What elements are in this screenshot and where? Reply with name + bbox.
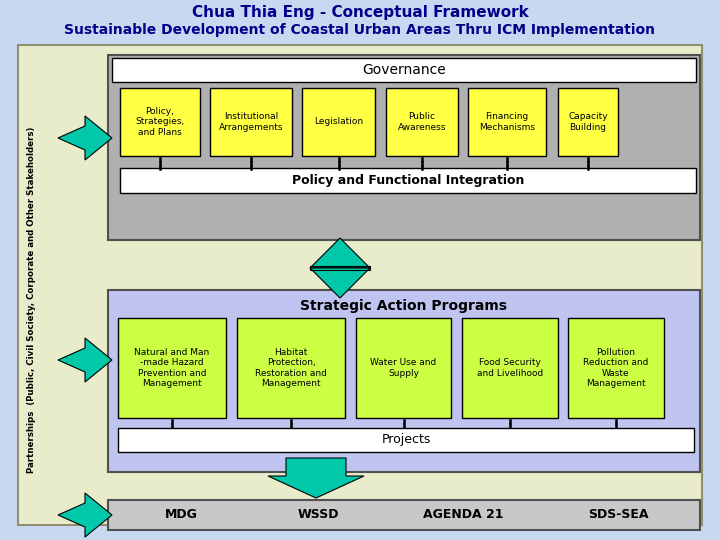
Text: SDS-SEA: SDS-SEA <box>588 509 649 522</box>
Polygon shape <box>58 116 112 160</box>
Text: Projects: Projects <box>382 434 431 447</box>
FancyBboxPatch shape <box>108 290 700 472</box>
Text: Chua Thia Eng - Conceptual Framework: Chua Thia Eng - Conceptual Framework <box>192 5 528 21</box>
Polygon shape <box>58 338 112 382</box>
Text: Habitat
Protection,
Restoration and
Management: Habitat Protection, Restoration and Mana… <box>255 348 327 388</box>
FancyBboxPatch shape <box>108 55 700 240</box>
FancyBboxPatch shape <box>468 88 546 156</box>
Text: Natural and Man
-made Hazard
Prevention and
Management: Natural and Man -made Hazard Prevention … <box>135 348 210 388</box>
Text: Legislation: Legislation <box>314 118 363 126</box>
Text: Policy and Functional Integration: Policy and Functional Integration <box>292 174 524 187</box>
Text: Financing
Mechanisms: Financing Mechanisms <box>479 112 535 132</box>
FancyBboxPatch shape <box>237 318 345 418</box>
FancyBboxPatch shape <box>210 88 292 156</box>
Text: MDG: MDG <box>165 509 197 522</box>
Polygon shape <box>268 458 364 498</box>
FancyBboxPatch shape <box>462 318 558 418</box>
FancyBboxPatch shape <box>558 88 618 156</box>
Polygon shape <box>310 238 370 268</box>
Text: Capacity
Building: Capacity Building <box>568 112 608 132</box>
FancyBboxPatch shape <box>108 500 700 530</box>
FancyBboxPatch shape <box>118 428 694 452</box>
Bar <box>310 266 370 270</box>
Text: Food Security
and Livelihood: Food Security and Livelihood <box>477 359 543 377</box>
Text: WSSD: WSSD <box>297 509 338 522</box>
Text: Pollution
Reduction and
Waste
Management: Pollution Reduction and Waste Management <box>583 348 649 388</box>
FancyBboxPatch shape <box>356 318 451 418</box>
Text: AGENDA 21: AGENDA 21 <box>423 509 503 522</box>
FancyBboxPatch shape <box>568 318 664 418</box>
Text: Strategic Action Programs: Strategic Action Programs <box>300 299 508 313</box>
FancyBboxPatch shape <box>120 88 200 156</box>
FancyBboxPatch shape <box>302 88 375 156</box>
FancyBboxPatch shape <box>118 318 226 418</box>
FancyBboxPatch shape <box>120 168 696 193</box>
Bar <box>310 266 370 270</box>
FancyBboxPatch shape <box>112 58 696 82</box>
Text: Policy,
Strategies,
and Plans: Policy, Strategies, and Plans <box>135 107 184 137</box>
FancyBboxPatch shape <box>386 88 458 156</box>
Text: Partnerships  (Public, Civil Society, Corporate and Other Stakeholders): Partnerships (Public, Civil Society, Cor… <box>27 127 37 473</box>
FancyBboxPatch shape <box>18 45 702 525</box>
Text: Institutional
Arrangements: Institutional Arrangements <box>219 112 283 132</box>
Polygon shape <box>310 268 370 298</box>
Text: Governance: Governance <box>362 63 446 77</box>
Text: Sustainable Development of Coastal Urban Areas Thru ICM Implementation: Sustainable Development of Coastal Urban… <box>65 23 655 37</box>
Text: Water Use and
Supply: Water Use and Supply <box>370 359 436 377</box>
Polygon shape <box>58 493 112 537</box>
Text: Public
Awareness: Public Awareness <box>398 112 446 132</box>
